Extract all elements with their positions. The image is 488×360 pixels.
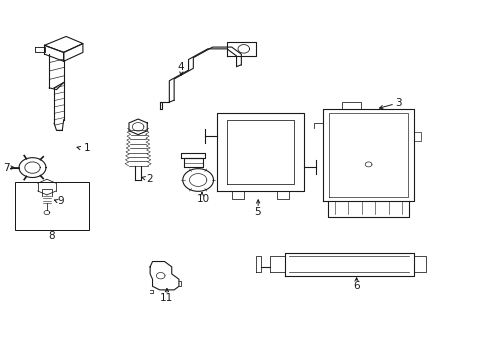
Text: 2: 2 [145,174,152,184]
Text: 5: 5 [254,207,261,217]
Bar [15,182,89,230]
Text: 6: 6 [352,281,359,291]
Text: 8: 8 [48,231,55,241]
Text: 3: 3 [395,98,401,108]
Text: 7: 7 [3,163,9,172]
Text: 4: 4 [177,62,183,72]
Text: 10: 10 [196,194,209,204]
Text: 1: 1 [83,143,90,153]
Text: 9: 9 [57,196,63,206]
Text: 11: 11 [159,293,172,303]
